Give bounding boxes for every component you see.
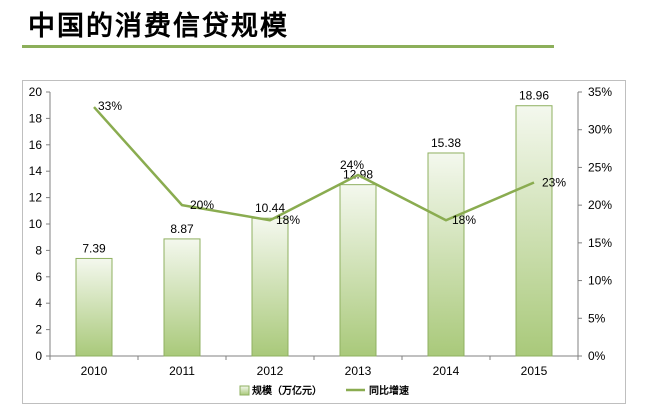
left-axis-tick-label: 6 <box>35 270 42 284</box>
chart: 0 2 4 6 8 10 12 14 16 18 20 0% 5% 10% 15% 20% 25% 30% 35% 2… <box>29 85 613 397</box>
line-data-label: 20% <box>190 198 214 212</box>
left-axis-tick-label: 20 <box>29 85 43 99</box>
line-data-label: 18% <box>276 213 300 227</box>
bar-data-label: 7.39 <box>82 241 106 255</box>
bar <box>427 152 465 357</box>
bar-data-label: 15.38 <box>431 136 461 150</box>
left-axis-tick-label: 18 <box>29 111 43 125</box>
line-data-label: 24% <box>340 158 364 172</box>
left-axis-tick-label: 16 <box>29 138 43 152</box>
x-axis-tick-label: 2010 <box>81 364 108 378</box>
right-axis-tick-label: 35% <box>588 85 612 99</box>
bar <box>339 184 377 357</box>
title-divider <box>22 45 554 48</box>
x-axis-tick-label: 2011 <box>169 364 195 378</box>
page-title: 中国的消费信贷规模 <box>28 11 289 42</box>
x-axis-tick-label: 2012 <box>257 364 284 378</box>
x-axis-tick-label: 2014 <box>433 364 460 378</box>
bar <box>163 238 201 357</box>
bar <box>251 217 289 357</box>
left-axis-tick-label: 8 <box>35 243 42 257</box>
legend-bar-swatch <box>239 385 250 396</box>
right-axis-tick-label: 30% <box>588 123 612 137</box>
legend-line-label: 同比增速 <box>369 384 409 397</box>
left-axis-tick-label: 10 <box>29 217 43 231</box>
right-axis-tick-label: 5% <box>588 311 606 325</box>
left-axis-tick-label: 14 <box>29 164 43 178</box>
bar-data-label: 18.96 <box>519 89 549 103</box>
right-axis-tick-label: 0% <box>588 349 606 363</box>
bar-data-label: 10.44 <box>255 201 285 215</box>
x-axis-tick-label: 2015 <box>521 364 548 378</box>
bar <box>515 105 553 357</box>
line-data-label: 23% <box>542 176 566 190</box>
right-axis-tick-label: 25% <box>588 160 612 174</box>
right-axis-tick-label: 15% <box>588 236 612 250</box>
left-axis-tick-label: 12 <box>29 191 43 205</box>
growth-line <box>93 106 535 222</box>
right-axis-tick-label: 20% <box>588 198 612 212</box>
legend-bar-label: 规模（万亿元） <box>252 384 322 397</box>
bar <box>75 257 113 357</box>
chart-frame: 0 2 4 6 8 10 12 14 16 18 20 0% 5% 10% 15% 20% 25% 30% 35% 2… <box>22 80 626 404</box>
left-axis-tick-label: 2 <box>35 323 42 337</box>
line-data-label: 33% <box>98 99 122 113</box>
left-axis-tick-label: 0 <box>35 349 42 363</box>
line-data-label: 18% <box>452 213 476 227</box>
left-axis-tick-label: 4 <box>35 296 42 310</box>
x-axis-tick-label: 2013 <box>345 364 372 378</box>
right-axis-tick-label: 10% <box>588 274 612 288</box>
bar-data-label: 8.87 <box>170 222 194 236</box>
